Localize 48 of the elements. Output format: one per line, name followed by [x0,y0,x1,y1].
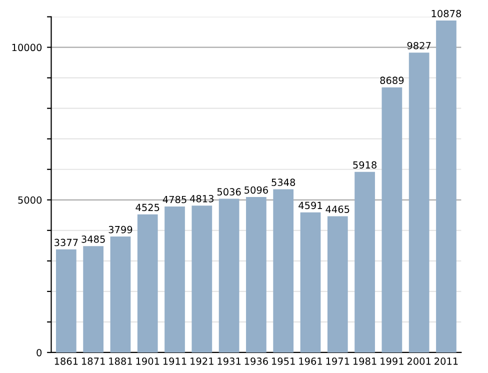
y-tick-label: 5000 [18,196,42,204]
bar [110,236,131,352]
data-label: 3799 [108,226,132,234]
bar [56,249,76,352]
bar [218,198,240,352]
x-tick-label: 1991 [380,358,404,365]
x-tick-label: 1961 [299,358,322,365]
x-tick-label: 2011 [434,358,458,365]
bar [436,20,456,352]
x-tick-label: 1911 [163,358,186,365]
data-label: 5918 [353,161,376,169]
x-tick-label: 1871 [82,358,105,365]
data-label: 4465 [326,206,350,213]
x-tick-label: 1881 [109,358,132,365]
x-tick-label: 1861 [54,358,78,365]
data-label: 3485 [82,236,105,243]
x-tick-label: 1981 [353,358,376,365]
data-label: 5036 [217,188,241,196]
bar [354,172,375,352]
bar [273,189,294,352]
x-tick-label: 1931 [218,358,241,365]
x-tick-label: 1936 [244,358,268,365]
bar [83,246,104,352]
data-label: 4813 [190,194,214,202]
data-label: 5096 [244,186,268,194]
data-label: 9827 [407,42,431,50]
bar [192,206,212,352]
bar [300,212,321,352]
bar [137,214,158,352]
bar [164,206,185,352]
data-label: 5348 [272,178,296,186]
bar [408,52,430,352]
data-label: 4785 [162,196,186,204]
bar [327,216,348,352]
y-tick-label: 0 [36,348,42,356]
data-label: 4525 [136,204,160,212]
x-tick-label: 1951 [272,358,295,365]
bar [246,196,266,352]
x-tick-label: 1901 [136,358,160,365]
x-tick-label: 1971 [326,358,350,365]
data-label: 10878 [432,10,462,18]
data-label: 4591 [298,202,322,210]
y-tick-label: 10000 [12,44,42,52]
data-label: 3377 [54,238,78,246]
x-tick-label: 2001 [407,358,431,365]
x-tick-label: 1921 [190,358,214,365]
data-label: 8689 [380,76,404,84]
bar [382,87,402,352]
